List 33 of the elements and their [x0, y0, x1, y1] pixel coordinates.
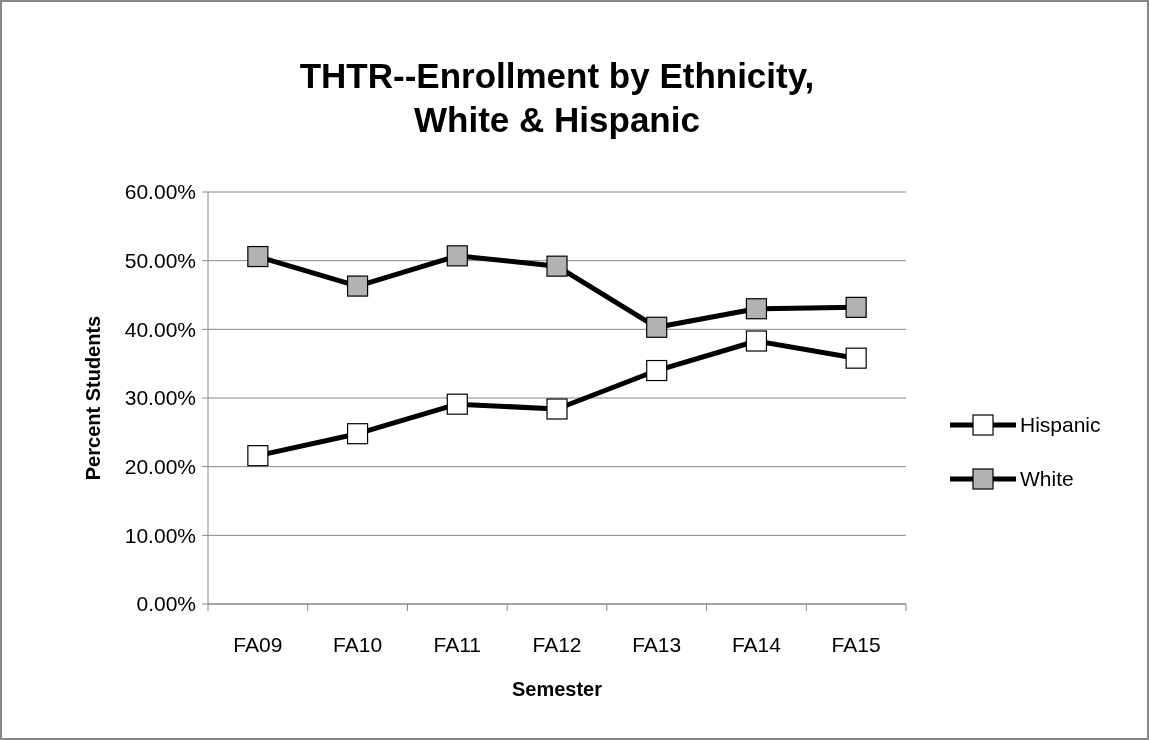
y-tick-label: 20.00% — [124, 455, 196, 479]
point — [247, 245, 269, 268]
point — [446, 393, 468, 415]
chart-title: THTR--Enrollment by Ethnicity, White & Hispanic — [299, 56, 815, 139]
point — [546, 398, 568, 420]
y-tick-label: 10.00% — [124, 523, 196, 547]
legend-label: White — [1020, 467, 1074, 491]
x-tick-label: FA14 — [731, 633, 782, 656]
y-tick-label: 60.00% — [124, 180, 196, 204]
legend-label: Hispanic — [1020, 413, 1101, 437]
point — [346, 423, 369, 445]
x-tick-label: FA11 — [433, 633, 482, 656]
point — [845, 347, 867, 369]
point — [247, 445, 269, 467]
y-tick-label: 50.00% — [124, 249, 196, 273]
point — [646, 359, 668, 382]
x-tick-label: FA09 — [233, 633, 283, 656]
point — [646, 316, 668, 338]
point — [745, 298, 768, 320]
point — [745, 330, 768, 352]
y-tick-label: 30.00% — [124, 386, 196, 410]
x-tick-label: FA15 — [831, 633, 881, 656]
point — [845, 296, 867, 318]
x-axis-title: Semester — [511, 678, 603, 700]
x-tick-label: FA13 — [632, 633, 682, 656]
y-tick-label: 0.00% — [136, 592, 196, 616]
x-tick-label: FA10 — [333, 633, 383, 656]
point — [546, 255, 568, 277]
point — [346, 275, 369, 297]
y-axis-title: Percent Students — [82, 315, 104, 481]
x-tick-label: FA12 — [532, 633, 582, 656]
point — [446, 245, 468, 267]
y-tick-label: 40.00% — [124, 317, 196, 341]
